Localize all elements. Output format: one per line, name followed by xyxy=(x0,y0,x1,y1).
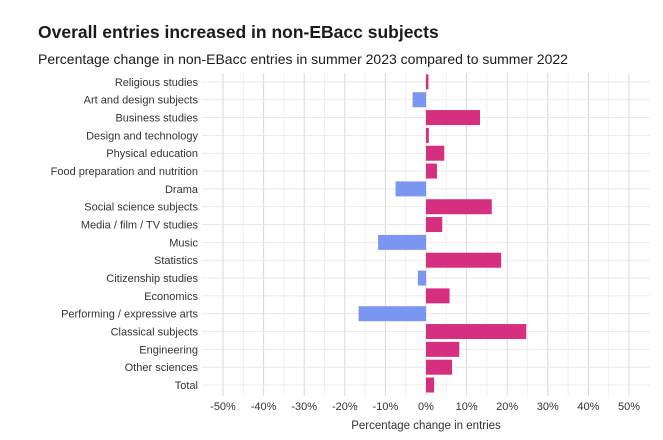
bar xyxy=(426,217,443,233)
x-tick-labels: -50% -40% -30% -20% -10% 0% 10% 20% 30% 40% 50% xyxy=(210,401,640,413)
x-tick-label: -30% xyxy=(291,401,317,413)
category-label: Food preparation and nutrition xyxy=(51,166,198,178)
bar xyxy=(426,110,480,126)
category-label: Design and technology xyxy=(86,130,198,142)
bar xyxy=(426,163,437,179)
bars xyxy=(358,74,527,393)
x-tick-label: 20% xyxy=(496,401,518,413)
bar xyxy=(426,127,429,143)
category-label: Religious studies xyxy=(115,77,199,89)
x-tick-label: -50% xyxy=(210,401,236,413)
category-label: Engineering xyxy=(139,344,198,356)
bar xyxy=(426,74,429,90)
x-tick-label: 40% xyxy=(577,401,599,413)
bar xyxy=(426,341,460,357)
bar xyxy=(395,181,426,197)
x-tick-label: 50% xyxy=(618,401,640,413)
bar xyxy=(426,145,445,161)
bar xyxy=(358,306,426,322)
x-tick-label: -10% xyxy=(373,401,399,413)
chart-title: Overall entries increased in non-EBacc s… xyxy=(38,22,439,42)
category-label: Economics xyxy=(144,291,198,303)
x-tick-label: -20% xyxy=(332,401,358,413)
bar xyxy=(426,377,435,393)
bar xyxy=(378,234,426,250)
category-label: Music xyxy=(169,237,198,249)
bar xyxy=(426,288,450,304)
x-tick-label: 10% xyxy=(456,401,478,413)
category-label: Citizenship studies xyxy=(106,273,198,285)
category-label: Drama xyxy=(165,184,199,196)
category-label: Statistics xyxy=(154,255,199,267)
category-label: Other sciences xyxy=(125,362,199,374)
bar xyxy=(426,324,527,340)
bar xyxy=(412,92,426,108)
bar xyxy=(426,359,452,375)
bar xyxy=(426,199,492,215)
x-axis-label: Percentage change in entries xyxy=(351,420,501,432)
category-label: Total xyxy=(175,380,198,392)
category-label: Art and design subjects xyxy=(84,95,199,107)
bar xyxy=(426,252,502,268)
category-label: Media / film / TV studies xyxy=(81,220,199,232)
category-labels: Religious studies Art and design subjects… xyxy=(51,77,199,392)
x-tick-label: -40% xyxy=(251,401,277,413)
category-label: Classical subjects xyxy=(111,327,199,339)
x-tick-label: 30% xyxy=(537,401,559,413)
category-label: Social science subjects xyxy=(84,202,198,214)
category-label: Physical education xyxy=(106,148,198,160)
category-label: Business studies xyxy=(115,113,198,125)
chart-subtitle: Percentage change in non-EBacc entries i… xyxy=(38,51,568,67)
category-label: Performing / expressive arts xyxy=(61,309,198,321)
x-tick-label: 0% xyxy=(418,401,434,413)
bar xyxy=(417,270,426,286)
